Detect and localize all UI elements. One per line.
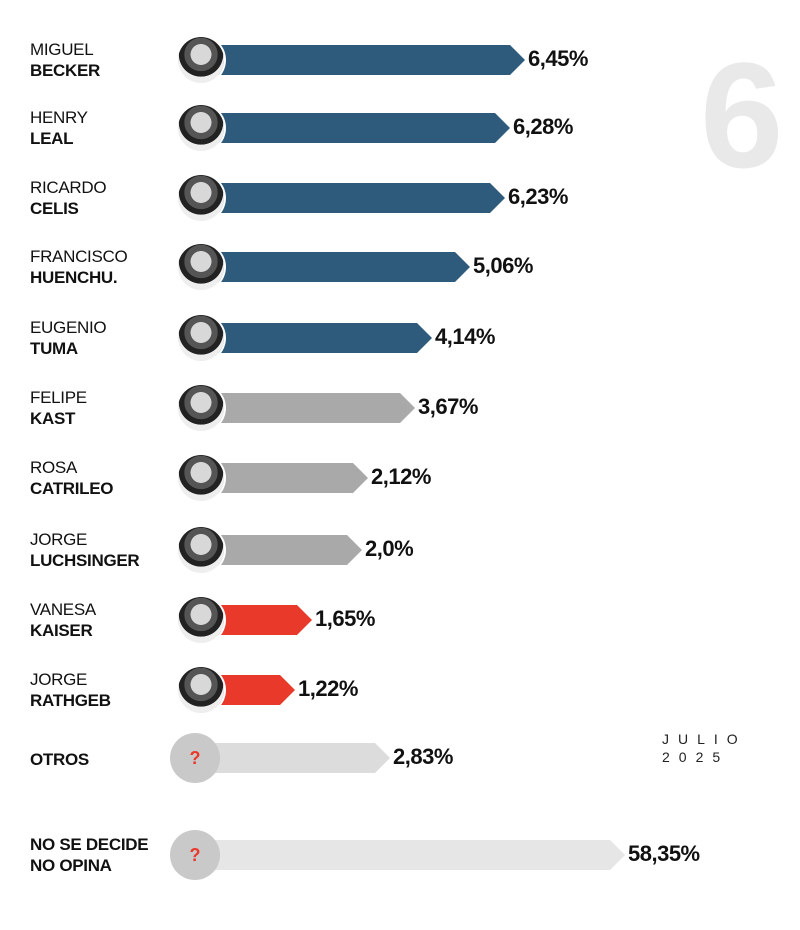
last-name: CATRILEO — [30, 479, 114, 498]
bar — [205, 535, 362, 565]
last-name: RATHGEB — [30, 691, 111, 710]
first-name: VANESA — [30, 600, 96, 619]
date-month: JULIO — [662, 731, 747, 747]
candidate-photo-icon — [178, 527, 224, 573]
candidate-name: MIGUEL BECKER — [30, 39, 100, 81]
candidate-photo-icon — [178, 597, 224, 643]
first-name: RICARDO — [30, 178, 107, 197]
bar — [205, 113, 510, 143]
candidate-name: RICARDO CELIS — [30, 177, 107, 219]
candidate-name: JORGE LUCHSINGER — [30, 529, 140, 571]
data-label: 1,22% — [298, 676, 358, 701]
bar-row: RICARDO CELIS 6,23% — [0, 173, 800, 223]
bar-shape — [205, 535, 362, 565]
bar-shape — [205, 252, 470, 282]
data-label: 2,12% — [371, 464, 431, 489]
data-label: 6,23% — [508, 184, 568, 209]
bar — [205, 675, 295, 705]
bar — [205, 183, 505, 213]
candidate-photo-icon — [178, 667, 224, 713]
last-name: OTROS — [30, 750, 89, 769]
bar-shape — [205, 323, 432, 353]
candidate-name: JORGE RATHGEB — [30, 669, 111, 711]
data-label: 6,28% — [513, 114, 573, 139]
first-name: JORGE — [30, 530, 88, 549]
data-label: 3,67% — [418, 394, 478, 419]
last-name: LEAL — [30, 129, 74, 148]
data-label: 4,14% — [435, 324, 495, 349]
first-name: FELIPE — [30, 388, 87, 407]
bar-shape — [205, 605, 312, 635]
candidate-photo-icon — [178, 385, 224, 431]
bar-row: FRANCISCO HUENCHU. 5,06% — [0, 242, 800, 292]
bar-row: FELIPE KAST 3,67% — [0, 383, 800, 433]
first-name: JORGE — [30, 670, 88, 689]
data-label: 2,0% — [365, 536, 414, 561]
bar-shape — [205, 675, 295, 705]
bar-row: VANESA KAISER 1,65% — [0, 595, 800, 645]
candidate-photo-icon — [178, 37, 224, 83]
bar-shape — [205, 743, 390, 773]
bar — [205, 393, 415, 423]
candidate-name: VANESA KAISER — [30, 599, 96, 641]
candidate-name: EUGENIO TUMA — [30, 317, 107, 359]
question-mark-icon: ? — [170, 830, 220, 880]
bar — [205, 252, 470, 282]
last-name: CELIS — [30, 199, 79, 218]
data-label: 5,06% — [473, 253, 533, 278]
last-name: KAISER — [30, 621, 93, 640]
bar-row: MIGUEL BECKER 6,45% — [0, 35, 800, 85]
last-name: TUMA — [30, 339, 78, 358]
last-name: BECKER — [30, 61, 100, 80]
bar-row: JORGE RATHGEB 1,22% — [0, 665, 800, 715]
date-year: 2025 — [662, 749, 730, 765]
bar-shape — [205, 183, 505, 213]
bar — [205, 463, 368, 493]
bar-shape — [205, 840, 625, 870]
candidate-name: HENRY LEAL — [30, 107, 88, 149]
first-name: ROSA — [30, 458, 77, 477]
first-name: HENRY — [30, 108, 88, 127]
data-label: 6,45% — [528, 46, 588, 71]
first-name: MIGUEL — [30, 40, 94, 59]
candidate-name: ROSA CATRILEO — [30, 457, 114, 499]
first-name: EUGENIO — [30, 318, 107, 337]
last-name: NO OPINA — [30, 856, 112, 875]
bar — [205, 605, 312, 635]
candidate-photo-icon — [178, 455, 224, 501]
bar — [205, 323, 432, 353]
bar-row: JORGE LUCHSINGER 2,0% — [0, 525, 800, 575]
bar-shape — [205, 45, 525, 75]
first-name: NO SE DECIDE — [30, 835, 149, 854]
last-name: HUENCHU. — [30, 268, 118, 287]
bar-row: OTROS? 2,83% — [0, 733, 800, 783]
bar — [205, 840, 625, 870]
bar — [205, 45, 525, 75]
candidate-name: FRANCISCO HUENCHU. — [30, 246, 128, 288]
last-name: LUCHSINGER — [30, 551, 140, 570]
survey-date: JULIO 2025 — [662, 730, 747, 766]
candidate-photo-icon — [178, 105, 224, 151]
candidate-name: OTROS — [30, 749, 89, 770]
bar-row: EUGENIO TUMA 4,14% — [0, 313, 800, 363]
rank-number: 6 — [700, 31, 784, 199]
bar — [205, 743, 390, 773]
candidate-photo-icon — [178, 315, 224, 361]
bar-row: NO SE DECIDE NO OPINA? 58,35% — [0, 830, 800, 880]
data-label: 2,83% — [393, 744, 453, 769]
data-label: 1,65% — [315, 606, 375, 631]
question-mark-icon: ? — [170, 733, 220, 783]
candidate-photo-icon — [178, 175, 224, 221]
candidate-photo-icon — [178, 244, 224, 290]
bar-shape — [205, 393, 415, 423]
data-label: 58,35% — [628, 841, 700, 866]
first-name: FRANCISCO — [30, 247, 128, 266]
bar-row: HENRY LEAL 6,28% — [0, 103, 800, 153]
bar-row: ROSA CATRILEO 2,12% — [0, 453, 800, 503]
candidate-name: NO SE DECIDE NO OPINA — [30, 834, 149, 876]
bar-shape — [205, 463, 368, 493]
bar-shape — [205, 113, 510, 143]
candidate-name: FELIPE KAST — [30, 387, 87, 429]
last-name: KAST — [30, 409, 76, 428]
